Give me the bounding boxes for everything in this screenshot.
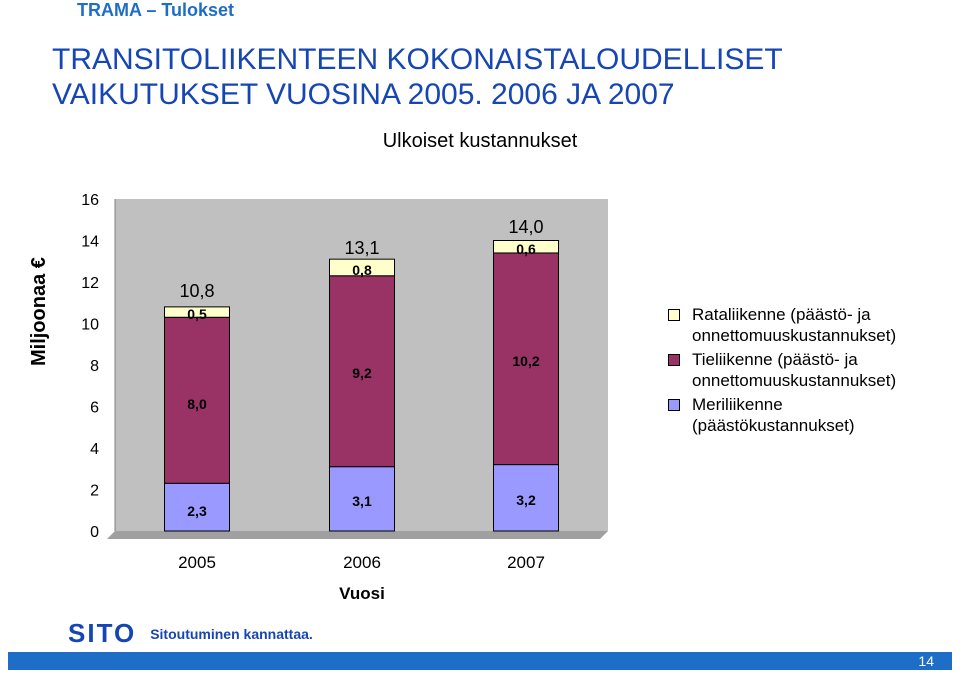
legend-item-rataliikenne: Rataliikenne (päästö- ja onnettomuuskust… [668,304,927,346]
logo-wordmark: SITO [68,618,137,648]
bar-segment [329,466,395,532]
y-tick-label: 6 [90,400,99,417]
bar-segment [329,275,395,468]
legend-label-meriliikenne: Meriliikenne (päästökustannukset) [692,395,855,435]
legend-swatch-tieliikenne [668,354,680,366]
sito-logo: SITO Sitoutuminen kannattaa. [68,618,313,649]
x-tick-label: 2005 [178,553,216,572]
data-label: 0,5 [187,306,207,322]
total-label: 10,8 [179,281,214,301]
legend-item-tieliikenne: Tieliikenne (päästö- ja onnettomuuskusta… [668,349,927,391]
data-label: 9,2 [352,365,372,381]
data-label: 10,2 [512,353,539,369]
page-title: TRANSITOLIIKENTEEN KOKONAISTALOUDELLISET… [52,42,783,112]
y-tick-label: 4 [90,441,99,458]
page-title-line-2: VAIKUTUKSET VUOSINA 2005. 2006 JA 2007 [52,78,675,111]
chart-title: Ulkoiset kustannukset [382,130,578,152]
bar-segment [164,316,230,484]
page-title-line-1: TRANSITOLIIKENTEEN KOKONAISTALOUDELLISET [52,43,783,76]
x-tick-label: 2006 [343,553,381,572]
legend-label-rataliikenne: Rataliikenne (päästö- ja onnettomuuskust… [692,305,897,345]
y-tick-label: 12 [81,275,99,292]
bar-segment [164,482,230,532]
y-tick-label: 2 [90,483,99,500]
footer-bar: 14 [8,652,952,670]
y-tick-label: 10 [81,317,99,334]
plot-floor [107,531,608,539]
total-label: 14,0 [508,217,543,237]
logo-tagline: Sitoutuminen kannattaa. [150,625,313,642]
data-label: 0,8 [352,262,372,278]
bar-segment [493,464,559,532]
bar-segment [164,306,230,318]
x-axis-label: Vuosi [339,584,385,603]
bar-segment [329,258,395,277]
y-tick-label: 0 [90,524,99,541]
page-number: 14 [918,653,934,669]
legend-item-meriliikenne: Meriliikenne (päästökustannukset) [668,394,927,436]
bar-segment [493,252,559,466]
data-label: 2,3 [187,503,207,519]
y-tick-label: 14 [81,234,99,251]
data-label: 0,6 [516,241,536,257]
bar-segment [493,240,559,254]
breadcrumb: TRAMA – Tulokset [77,0,235,20]
x-tick-label: 2007 [507,553,545,572]
data-label: 8,0 [187,396,207,412]
data-label: 3,2 [516,492,536,508]
total-label: 13,1 [344,238,379,258]
legend-swatch-meriliikenne [668,399,680,411]
y-tick-label: 8 [90,358,99,375]
legend-swatch-rataliikenne [668,309,680,321]
chart-legend: Rataliikenne (päästö- ja onnettomuuskust… [668,304,927,439]
data-label: 3,1 [352,493,372,509]
legend-label-tieliikenne: Tieliikenne (päästö- ja onnettomuuskusta… [692,350,897,390]
y-tick-label: 16 [81,192,99,209]
